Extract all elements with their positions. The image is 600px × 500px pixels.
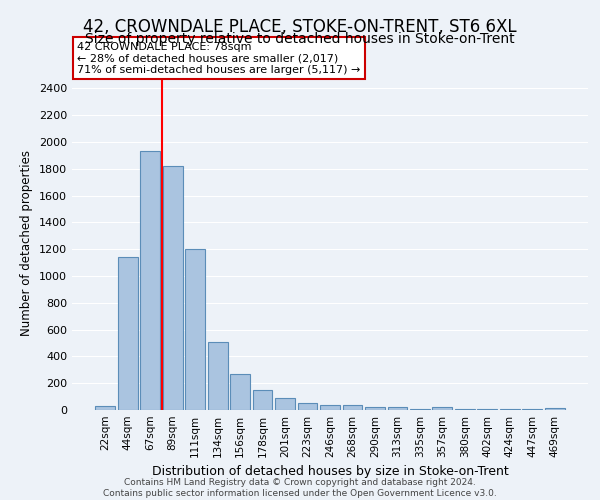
Bar [95,406,115,410]
Bar [208,342,227,410]
Bar [365,406,385,410]
Bar [410,408,430,410]
Bar [343,404,362,410]
Bar [230,374,250,410]
Bar [253,390,272,410]
Bar [185,249,205,410]
Bar [320,404,340,410]
Text: Size of property relative to detached houses in Stoke-on-Trent: Size of property relative to detached ho… [85,32,515,46]
Text: Contains HM Land Registry data © Crown copyright and database right 2024.
Contai: Contains HM Land Registry data © Crown c… [103,478,497,498]
Text: 42 CROWNDALE PLACE: 78sqm
← 28% of detached houses are smaller (2,017)
71% of se: 42 CROWNDALE PLACE: 78sqm ← 28% of detac… [77,42,361,75]
Bar [388,408,407,410]
Bar [433,408,452,410]
Text: 42, CROWNDALE PLACE, STOKE-ON-TRENT, ST6 6XL: 42, CROWNDALE PLACE, STOKE-ON-TRENT, ST6… [83,18,517,36]
Bar [298,404,317,410]
Bar [545,408,565,410]
Bar [140,152,160,410]
X-axis label: Distribution of detached houses by size in Stoke-on-Trent: Distribution of detached houses by size … [152,466,508,478]
Y-axis label: Number of detached properties: Number of detached properties [20,150,34,336]
Bar [118,257,137,410]
Bar [275,398,295,410]
Bar [163,166,182,410]
